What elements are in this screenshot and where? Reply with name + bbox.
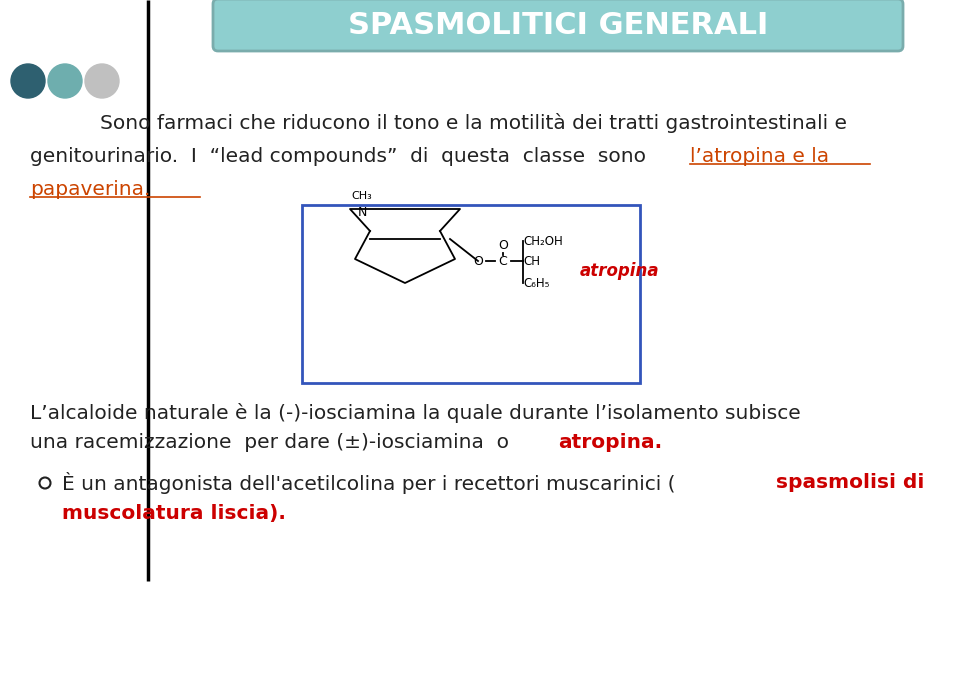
Text: CH: CH xyxy=(523,254,540,267)
Text: muscolatura liscia).: muscolatura liscia). xyxy=(62,504,286,522)
Text: O: O xyxy=(498,238,508,252)
Text: N: N xyxy=(357,206,367,219)
Text: CH₃: CH₃ xyxy=(351,191,372,201)
FancyBboxPatch shape xyxy=(302,205,640,383)
Text: papaverina.: papaverina. xyxy=(30,180,151,198)
Circle shape xyxy=(11,64,45,98)
Text: L’alcaloide naturale è la (-)-iosciamina la quale durante l’isolamento subisce: L’alcaloide naturale è la (-)-iosciamina… xyxy=(30,403,801,423)
Text: C: C xyxy=(498,254,508,267)
Text: CH₂OH: CH₂OH xyxy=(523,234,563,247)
Text: una racemizzazione  per dare (±)-iosciamina  o: una racemizzazione per dare (±)-iosciami… xyxy=(30,433,516,453)
Circle shape xyxy=(85,64,119,98)
Text: genitourinario.  I  “lead compounds”  di  questa  classe  sono: genitourinario. I “lead compounds” di qu… xyxy=(30,146,659,166)
FancyBboxPatch shape xyxy=(213,0,903,51)
Text: È un antagonista dell'acetilcolina per i recettori muscarinici (: È un antagonista dell'acetilcolina per i… xyxy=(62,472,676,494)
Text: spasmolisi di: spasmolisi di xyxy=(776,473,924,493)
Text: Sono farmaci che riducono il tono e la motilità dei tratti gastrointestinali e: Sono farmaci che riducono il tono e la m… xyxy=(100,113,847,133)
Text: atropina: atropina xyxy=(580,262,660,280)
Text: l’atropina e la: l’atropina e la xyxy=(690,146,829,166)
Text: C₆H₅: C₆H₅ xyxy=(523,276,549,290)
Text: atropina.: atropina. xyxy=(558,433,662,453)
Circle shape xyxy=(48,64,82,98)
Text: SPASMOLITICI GENERALI: SPASMOLITICI GENERALI xyxy=(348,10,768,39)
Text: O: O xyxy=(473,254,483,267)
